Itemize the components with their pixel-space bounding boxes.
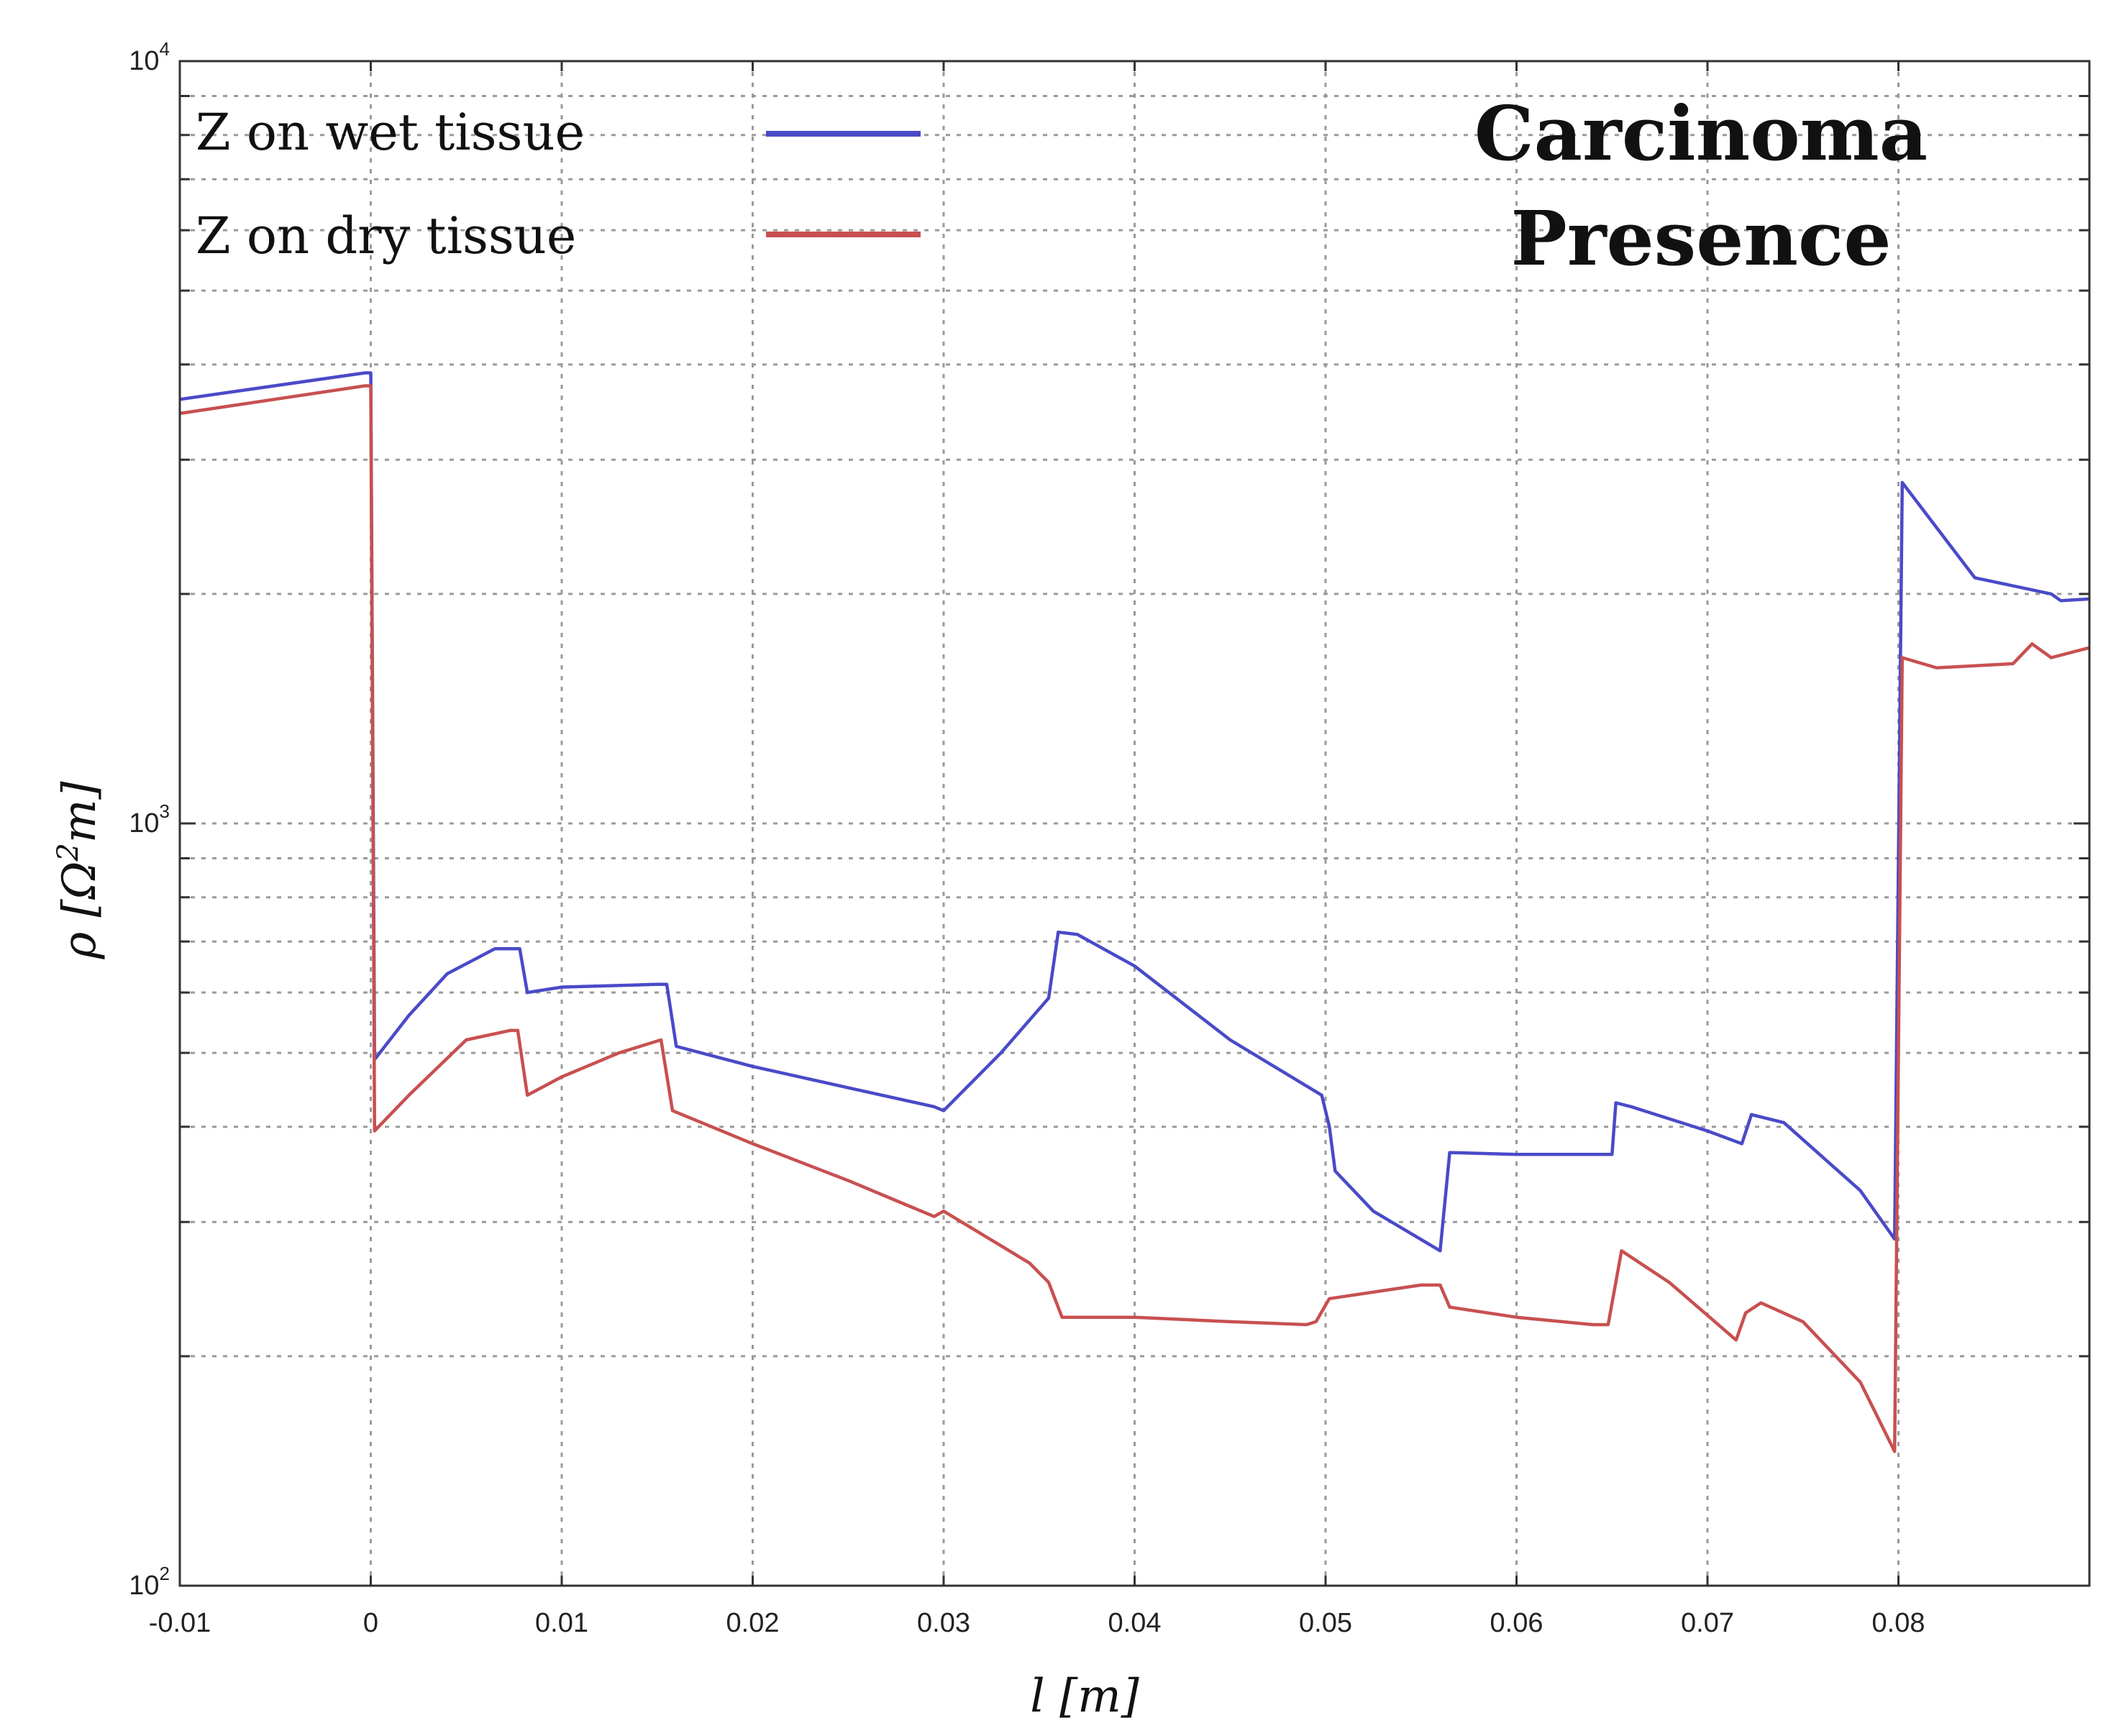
- legend-label-dry: Z on dry tissue: [196, 206, 576, 265]
- x-tick-label: -0.01: [149, 1608, 211, 1638]
- y-tick-base: 10: [129, 1571, 159, 1601]
- x-tick-label: 0.07: [1681, 1608, 1734, 1638]
- y-tick-label: 102: [129, 1563, 170, 1601]
- x-tick-label: 0.03: [917, 1608, 970, 1638]
- y-tick-label: 103: [129, 800, 170, 839]
- annotation-line-1: Carcinoma: [1474, 89, 1928, 178]
- y-axis-title-unit: m]: [53, 780, 106, 843]
- x-tick-label: 0.04: [1108, 1608, 1162, 1638]
- y-tick-base: 10: [129, 808, 159, 839]
- x-tick-label: 0.02: [726, 1608, 780, 1638]
- tick-layer: [178, 60, 2089, 1587]
- y-tick-exponent: 2: [160, 1563, 170, 1584]
- label-layer: -0.01 0 0.01 0.02 0.03 0.04 0.05 0.06 0.07 0.08 10…: [129, 38, 1925, 1638]
- y-axis-title-exponent: 2: [52, 843, 85, 862]
- x-axis-title: l [m]: [1030, 1670, 1139, 1723]
- y-tick-exponent: 3: [160, 800, 170, 822]
- x-tick-label: 0.05: [1299, 1608, 1352, 1638]
- legend: Z on wet tissue Z on dry tissue: [196, 103, 921, 265]
- legend-label-wet: Z on wet tissue: [196, 103, 585, 162]
- x-tick-label: 0.01: [535, 1608, 588, 1638]
- x-tick-label: 0: [363, 1608, 378, 1638]
- x-tick-label: 0.06: [1490, 1608, 1543, 1638]
- y-axis-title: ρ [Ω2m]: [52, 780, 106, 959]
- series-line-wet-tissue: [179, 371, 2090, 1253]
- y-tick-base: 10: [129, 46, 159, 76]
- y-tick-exponent: 4: [160, 38, 170, 60]
- series-layer: [179, 371, 2090, 1453]
- annotation-line-2: Presence: [1511, 194, 1892, 283]
- series-line-dry-tissue: [179, 384, 2090, 1453]
- x-tick-label: 0.08: [1872, 1608, 1925, 1638]
- y-tick-label: 104: [129, 38, 170, 76]
- y-axis-title-main: ρ [Ω: [53, 862, 106, 960]
